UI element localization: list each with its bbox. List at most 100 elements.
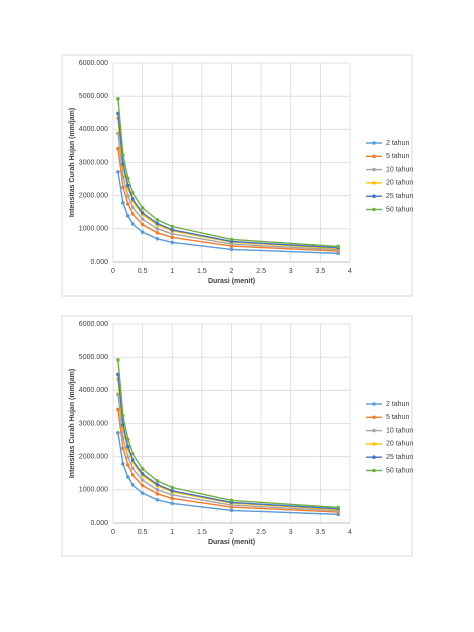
- data-point: [140, 491, 145, 495]
- x-tick-label: 0: [111, 529, 115, 536]
- legend-label: 50 tahun: [386, 467, 413, 474]
- data-point: [116, 430, 120, 435]
- legend-marker: [372, 455, 376, 460]
- legend-marker: [372, 141, 376, 145]
- y-tick-label: 5000.000: [79, 93, 108, 100]
- data-point: [140, 467, 145, 471]
- data-point: [130, 222, 135, 226]
- legend-marker: [372, 402, 376, 406]
- data-point: [155, 482, 160, 487]
- y-tick-label: 3000.000: [79, 159, 108, 166]
- legend-label: 20 tahun: [386, 180, 413, 187]
- legend-label: 25 tahun: [386, 193, 413, 200]
- legend-label: 10 tahun: [386, 166, 413, 173]
- data-point: [126, 194, 130, 198]
- data-point: [170, 485, 175, 490]
- data-point: [170, 232, 175, 236]
- data-point: [170, 228, 175, 232]
- y-tick-label: 3000.000: [79, 420, 108, 427]
- data-point: [116, 97, 120, 101]
- data-point: [170, 493, 175, 497]
- data-point: [130, 473, 135, 477]
- data-point: [116, 146, 120, 151]
- x-tick-label: 3.5: [316, 529, 326, 536]
- legend-label: 5 tahun: [386, 414, 409, 421]
- legend-marker: [372, 415, 376, 420]
- data-point: [126, 202, 130, 206]
- data-point: [121, 414, 125, 418]
- data-point: [116, 407, 120, 412]
- y-tick-label: 1000.000: [79, 487, 108, 494]
- y-tick-label: 0.000: [90, 259, 108, 266]
- legend-label: 20 tahun: [386, 441, 413, 448]
- data-point: [140, 472, 145, 476]
- data-point: [126, 183, 130, 188]
- data-point: [170, 224, 175, 229]
- data-point: [126, 463, 130, 467]
- y-tick-label: 6000.000: [79, 321, 108, 328]
- data-point: [116, 169, 120, 174]
- data-point: [121, 423, 125, 427]
- y-tick-label: 4000.000: [79, 387, 108, 394]
- x-tick-label: 1: [170, 268, 174, 275]
- legend-label: 25 tahun: [386, 454, 413, 461]
- data-point: [336, 244, 340, 249]
- data-point: [170, 240, 175, 245]
- data-point: [116, 358, 120, 362]
- data-point: [140, 478, 145, 483]
- x-tick-label: 3: [289, 268, 293, 275]
- legend-label: 50 tahun: [386, 206, 413, 213]
- data-point: [140, 483, 145, 488]
- x-tick-label: 3: [289, 529, 293, 536]
- data-point: [121, 462, 125, 466]
- data-point: [130, 466, 135, 471]
- legend-label: 5 tahun: [386, 153, 409, 160]
- data-point: [155, 227, 160, 231]
- chart-frame: [61, 54, 413, 297]
- data-point: [155, 479, 160, 483]
- legend-marker: [372, 442, 376, 446]
- data-point: [229, 237, 234, 242]
- data-point: [155, 236, 160, 241]
- data-point: [229, 247, 234, 252]
- data-point: [170, 235, 175, 240]
- legend-marker: [372, 194, 376, 198]
- y-tick-label: 5000.000: [79, 354, 108, 361]
- y-tick-label: 2000.000: [79, 193, 108, 200]
- x-axis-title: Durasi (menit): [208, 539, 255, 546]
- data-point: [155, 218, 160, 222]
- data-point: [121, 201, 125, 205]
- y-tick-label: 0.000: [90, 520, 108, 527]
- data-point: [130, 197, 135, 201]
- x-tick-label: 1.5: [197, 529, 207, 536]
- data-point: [130, 483, 135, 487]
- x-tick-label: 2.5: [256, 529, 266, 536]
- y-axis-title: Intensitas Curah Hujan (mm/jam): [69, 369, 76, 478]
- y-axis-title: Intensitas Curah Hujan (mm/jam): [69, 108, 76, 217]
- x-tick-label: 0.5: [138, 268, 148, 275]
- data-point: [121, 162, 125, 166]
- x-tick-label: 2: [230, 268, 234, 275]
- data-point: [170, 496, 175, 501]
- data-point: [121, 436, 125, 440]
- legend-label: 10 tahun: [386, 427, 413, 434]
- data-point: [130, 190, 135, 195]
- y-tick-label: 4000.000: [79, 126, 108, 133]
- legend-marker: [372, 207, 376, 212]
- data-point: [336, 505, 340, 510]
- x-axis-title: Durasi (menit): [208, 278, 255, 285]
- data-point: [121, 446, 125, 451]
- data-point: [126, 176, 130, 181]
- data-point: [140, 222, 145, 227]
- y-tick-label: 1000.000: [79, 226, 108, 233]
- data-point: [121, 153, 125, 157]
- data-point: [155, 488, 160, 492]
- data-point: [155, 497, 160, 502]
- data-point: [126, 214, 130, 218]
- data-point: [170, 489, 175, 493]
- data-point: [126, 444, 130, 449]
- data-point: [130, 451, 135, 456]
- data-point: [140, 206, 145, 210]
